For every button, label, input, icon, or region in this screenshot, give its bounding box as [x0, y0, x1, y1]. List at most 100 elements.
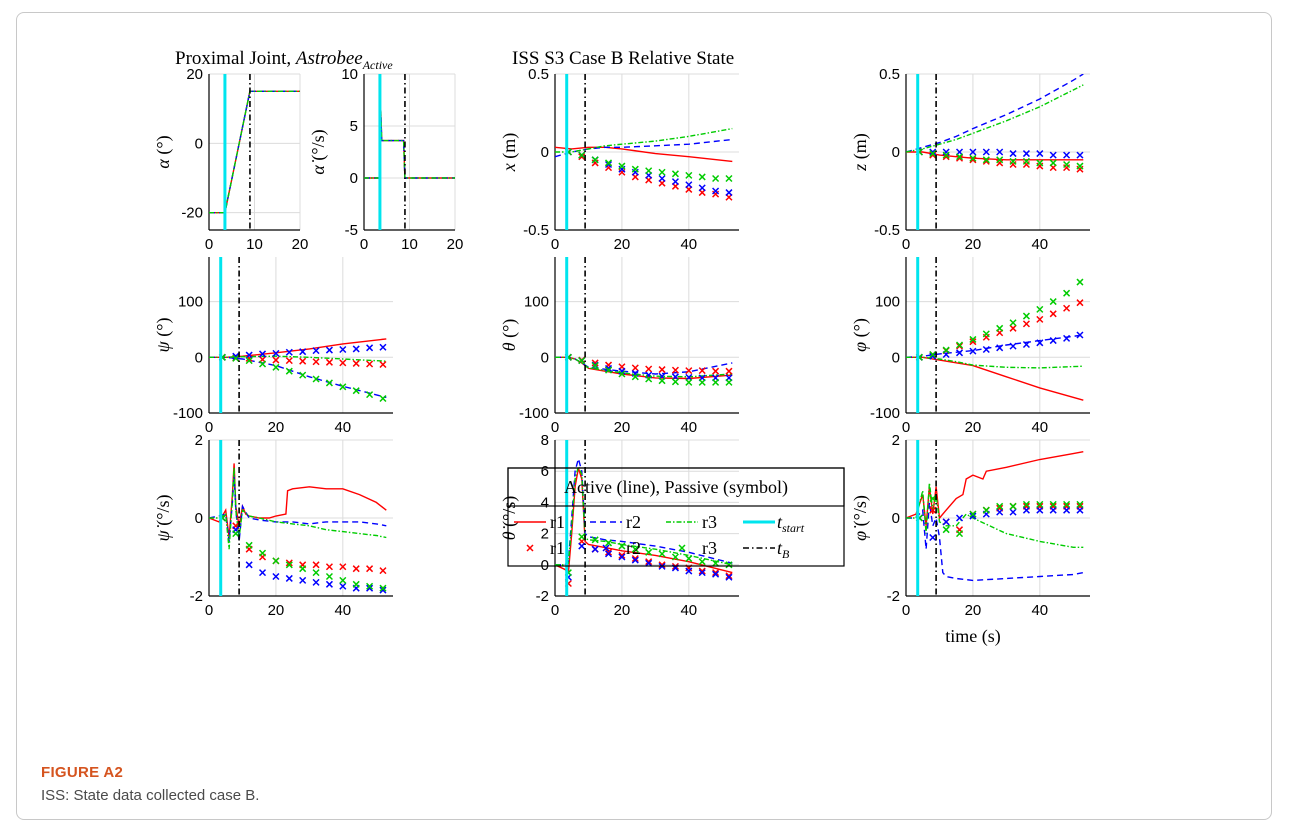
series-marker-r1: [312, 561, 320, 569]
x-tick-label: 20: [965, 602, 982, 619]
series-marker-r3: [645, 548, 653, 556]
series-marker-r1: [604, 548, 613, 556]
figure-title-left: Proximal Joint, AstrobeeActive: [175, 48, 393, 72]
series-marker-r2: [996, 508, 1004, 516]
series-line-r3: [555, 127, 733, 153]
series-marker-r2: [996, 344, 1004, 352]
caption-label: FIGURE A2: [41, 764, 124, 781]
series-marker-r2: [272, 572, 280, 581]
series-marker-r2: [379, 343, 387, 351]
series-marker-r1: [1049, 310, 1057, 318]
y-axis-label: ψ (°): [153, 318, 174, 353]
series-marker-r2: [1063, 506, 1071, 514]
legend-label-passive-r3: r3: [702, 538, 717, 558]
series-line-r2: [906, 334, 1084, 358]
series-marker-r3: [604, 366, 613, 374]
series-line-r2: [906, 74, 1084, 153]
series-marker-r2: [1036, 506, 1044, 514]
series-marker-r2: [1009, 508, 1017, 516]
series-marker-r2: [618, 367, 626, 375]
series-marker-r3: [685, 378, 693, 386]
x-tick-label: 40: [334, 419, 351, 436]
y-tick-label: 0.5: [879, 66, 900, 83]
series-line-r3: [364, 110, 455, 179]
series-marker-r2: [929, 352, 937, 360]
series-marker-r3: [618, 370, 626, 378]
series-marker-r2: [712, 187, 720, 195]
y-tick-label: 2: [541, 526, 549, 543]
x-tick-label: 20: [614, 419, 631, 436]
series-marker-r3: [325, 572, 333, 581]
plot-area: [555, 257, 733, 413]
y-tick-label: -100: [870, 405, 900, 422]
series-marker-r1: [379, 567, 387, 575]
series-marker-r2: [725, 573, 733, 581]
legend: Active (line), Passive (symbol) r1 r2 r3 ts…: [507, 467, 845, 567]
series-marker-r3: [658, 168, 666, 176]
series-marker-r2: [1063, 334, 1071, 342]
series-marker-r2: [982, 148, 990, 156]
series-marker-r1: [285, 559, 293, 567]
series-marker-r3: [339, 383, 347, 391]
series-marker-r1: [352, 359, 360, 367]
y-tick-label: 0: [541, 557, 549, 574]
series-marker-r2: [245, 351, 253, 359]
series-marker-r2: [272, 349, 280, 357]
series-marker-r1: [658, 366, 666, 374]
legend-swatch-marker-r3: [678, 544, 686, 552]
series-marker-r3: [982, 330, 990, 338]
series-marker-r3: [232, 530, 240, 538]
series-marker-r2: [982, 345, 990, 354]
series-marker-r3: [578, 357, 586, 365]
series-marker-r3: [339, 576, 347, 584]
y-tick-label: -2: [190, 588, 203, 605]
series-line-r1: [906, 151, 1084, 161]
legend-label-t-b: tB: [777, 538, 790, 561]
y-axis-label: α (°): [153, 135, 174, 168]
plot-area: [364, 74, 455, 230]
series-marker-r3: [1076, 278, 1084, 286]
series-marker-r3: [1049, 159, 1057, 167]
series-marker-r1: [618, 551, 626, 559]
series-marker-r2: [604, 364, 613, 372]
x-tick-label: 40: [334, 602, 351, 619]
plot-area: [906, 440, 1084, 596]
series-marker-r2: [312, 578, 320, 586]
series-marker-r1: [285, 357, 293, 365]
x-tick-label: 20: [447, 236, 464, 253]
y-tick-label: 0: [892, 144, 900, 161]
series-marker-r2: [996, 148, 1004, 156]
series-marker-r3: [645, 375, 653, 383]
series-marker-r1: [712, 569, 720, 577]
series-marker-r2: [299, 348, 307, 356]
x-tick-label: 0: [205, 236, 213, 253]
series-marker-r2: [379, 586, 387, 594]
legend-title-box: [507, 467, 845, 507]
series-marker-r1: [658, 561, 666, 569]
series-marker-r1: [969, 338, 977, 346]
series-marker-r3: [312, 375, 320, 383]
series-marker-r2: [312, 347, 320, 355]
series-marker-r2: [955, 349, 964, 357]
y-axis-label: ψ̇ (°/s): [153, 495, 174, 542]
y-axis-label: φ̇ (°/s): [850, 495, 871, 541]
x-tick-label: 0: [360, 236, 368, 253]
series-marker-r1: [671, 366, 679, 374]
series-marker-r2: [1049, 337, 1057, 345]
series-marker-r3: [658, 377, 666, 385]
series-marker-r3: [929, 350, 937, 359]
series-marker-r2: [698, 569, 706, 577]
series-marker-r3: [712, 174, 720, 183]
series-marker-r3: [685, 171, 693, 179]
series-marker-r3: [285, 561, 293, 569]
y-tick-label: 2: [892, 432, 900, 449]
series-marker-r3: [942, 526, 950, 534]
series-marker-r1: [379, 360, 387, 369]
series-marker-r2: [969, 148, 977, 156]
series-marker-r3: [299, 371, 307, 379]
series-marker-r1: [1036, 315, 1044, 323]
